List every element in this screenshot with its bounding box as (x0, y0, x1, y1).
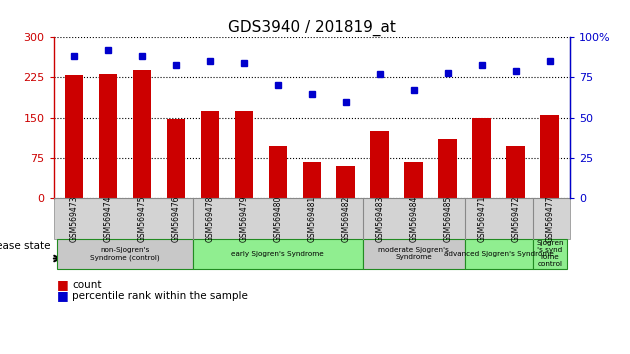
Text: GSM569482: GSM569482 (341, 195, 350, 242)
Bar (302, 162, 321, 198)
Text: GSM569471: GSM569471 (478, 195, 486, 242)
Bar (336, 166, 355, 198)
Text: disease state: disease state (0, 241, 50, 251)
Text: GSM569484: GSM569484 (410, 195, 418, 242)
Text: moderate Sjogren's
Syndrome: moderate Sjogren's Syndrome (379, 247, 449, 261)
Text: GSM569474: GSM569474 (103, 195, 112, 242)
Text: GSM569477: GSM569477 (545, 195, 554, 242)
Bar (234, 111, 253, 198)
Text: non-Sjogren's
Syndrome (control): non-Sjogren's Syndrome (control) (90, 247, 160, 261)
Bar (370, 131, 389, 198)
Text: ■: ■ (57, 279, 69, 291)
Bar (65, 75, 83, 198)
Bar (268, 146, 287, 198)
Text: GSM569478: GSM569478 (205, 195, 214, 242)
Bar (132, 70, 151, 198)
Text: Sjogren
's synd
rome
control: Sjogren 's synd rome control (536, 240, 563, 268)
Text: GSM569475: GSM569475 (137, 195, 146, 242)
Text: percentile rank within the sample: percentile rank within the sample (72, 291, 248, 301)
Bar (507, 146, 525, 198)
Text: ■: ■ (57, 289, 69, 302)
Bar (438, 139, 457, 198)
Text: GSM569481: GSM569481 (307, 195, 316, 242)
Text: GSM569479: GSM569479 (239, 195, 248, 242)
Bar (98, 74, 117, 198)
Title: GDS3940 / 201819_at: GDS3940 / 201819_at (228, 19, 396, 36)
Bar (472, 118, 491, 198)
Text: count: count (72, 280, 102, 290)
Bar (541, 115, 559, 198)
Text: GSM569472: GSM569472 (512, 195, 520, 242)
Text: GSM569473: GSM569473 (69, 195, 79, 242)
Text: advanced Sjogren's Syndrome: advanced Sjogren's Syndrome (444, 251, 554, 257)
Bar (200, 111, 219, 198)
Text: early Sjogren's Syndrome: early Sjogren's Syndrome (231, 251, 324, 257)
Text: GSM569483: GSM569483 (375, 195, 384, 242)
Text: GSM569476: GSM569476 (171, 195, 180, 242)
Text: GSM569480: GSM569480 (273, 195, 282, 242)
Bar (166, 119, 185, 198)
Bar (404, 162, 423, 198)
Text: GSM569485: GSM569485 (444, 195, 452, 242)
